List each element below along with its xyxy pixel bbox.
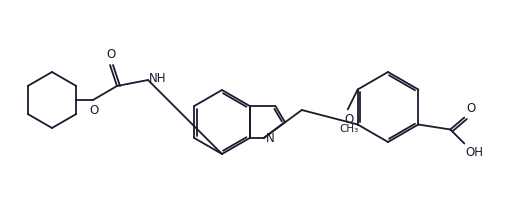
Text: NH: NH [149,73,166,86]
Text: OH: OH [465,147,483,159]
Text: O: O [344,113,353,125]
Text: N: N [266,131,275,144]
Text: O: O [466,101,476,114]
Text: CH₃: CH₃ [339,123,358,134]
Text: O: O [89,104,99,117]
Text: O: O [107,48,115,61]
